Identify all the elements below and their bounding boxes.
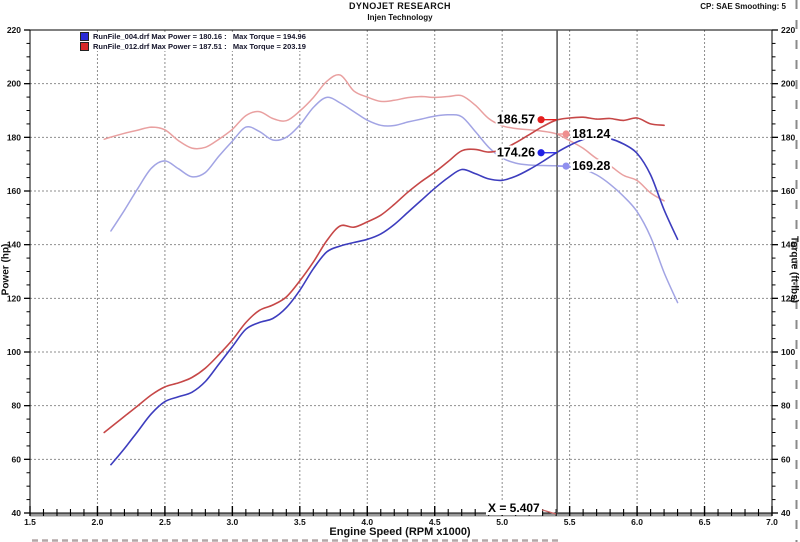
page-subtitle: Injen Technology — [367, 13, 433, 22]
x-axis-title: Engine Speed (RPM x1000) — [329, 526, 471, 538]
marker-value-label: 174.26 — [497, 146, 535, 160]
legend-entry-label: RunFile_004.drf Max Power = 180.16 : Max… — [93, 31, 306, 41]
x-tick-label: 4.5 — [429, 517, 441, 527]
legend-row-RunFile_004.drf[interactable]: RunFile_004.drf Max Power = 180.16 : Max… — [80, 31, 306, 41]
y-tick-label-right: 100 — [781, 347, 795, 357]
legend-entry-label: RunFile_012.drf Max Power = 187.51 : Max… — [93, 41, 306, 51]
curve-runfile-012-power — [103, 116, 665, 434]
marker-dot-181.24[interactable] — [562, 130, 570, 138]
x-tick-label: 3.0 — [226, 517, 238, 527]
marker-value-label: 181.24 — [572, 127, 610, 141]
page-title: DYNOJET RESEARCH — [349, 1, 451, 11]
x-tick-label: 4.0 — [361, 517, 373, 527]
y-axis-title-power: Power (hp) — [0, 243, 12, 296]
y-tick-label-right: 120 — [781, 293, 795, 303]
y-axis-title-torque: Torque (ft-lbs) — [788, 235, 800, 304]
plot-area[interactable] — [30, 30, 772, 513]
y-tick-label-right: 60 — [781, 454, 791, 464]
cursor-pointer-line — [538, 508, 557, 515]
y-tick-label-right: 80 — [781, 401, 791, 411]
y-tick-label-right: 180 — [781, 132, 795, 142]
legend-swatch-icon — [80, 31, 89, 41]
x-tick-label: 3.5 — [294, 517, 306, 527]
y-tick-label-left: 80 — [12, 401, 22, 411]
curve-runfile-012-torque — [103, 74, 665, 202]
marker-dot-186.57[interactable] — [537, 116, 545, 124]
x-tick-label: 5.5 — [564, 517, 576, 527]
marker-value-label: 186.57 — [497, 113, 535, 127]
y-tick-label-left: 220 — [7, 25, 21, 35]
y-tick-label-right: 140 — [781, 240, 795, 250]
legend: RunFile_004.drf Max Power = 180.16 : Max… — [80, 31, 306, 51]
cursor-x-readout[interactable]: X = 5.407 — [486, 501, 542, 515]
x-tick-label: 7.0 — [766, 517, 778, 527]
x-tick-label: 5.0 — [496, 517, 508, 527]
y-tick-label-left: 60 — [12, 454, 22, 464]
y-tick-label-left: 160 — [7, 186, 21, 196]
curve-runfile-004-power — [110, 136, 679, 466]
correction-smoothing-note: CP: SAE Smoothing: 5 — [700, 2, 786, 11]
x-tick-label: 1.5 — [24, 517, 36, 527]
x-tick-label: 2.0 — [92, 517, 104, 527]
marker-dot-174.26[interactable] — [537, 149, 545, 157]
x-tick-label: 6.5 — [699, 517, 711, 527]
marker-value-label: 169.28 — [572, 159, 610, 173]
marker-dot-169.28[interactable] — [562, 162, 570, 170]
y-tick-label-right: 160 — [781, 186, 795, 196]
legend-swatch-icon — [80, 41, 89, 51]
y-tick-label-left: 180 — [7, 132, 21, 142]
x-tick-label: 6.0 — [631, 517, 643, 527]
y-tick-label-left: 200 — [7, 79, 21, 89]
y-tick-label-right: 200 — [781, 79, 795, 89]
curve-runfile-004-torque — [110, 96, 679, 304]
y-tick-label-right: 220 — [781, 25, 795, 35]
y-tick-label-left: 100 — [7, 347, 21, 357]
y-tick-label-left: 140 — [7, 240, 21, 250]
y-tick-label-left: 40 — [12, 508, 22, 518]
y-tick-label-right: 40 — [781, 508, 791, 518]
legend-row-RunFile_012.drf[interactable]: RunFile_012.drf Max Power = 187.51 : Max… — [80, 41, 306, 51]
x-tick-label: 2.5 — [159, 517, 171, 527]
y-tick-label-left: 120 — [7, 293, 21, 303]
